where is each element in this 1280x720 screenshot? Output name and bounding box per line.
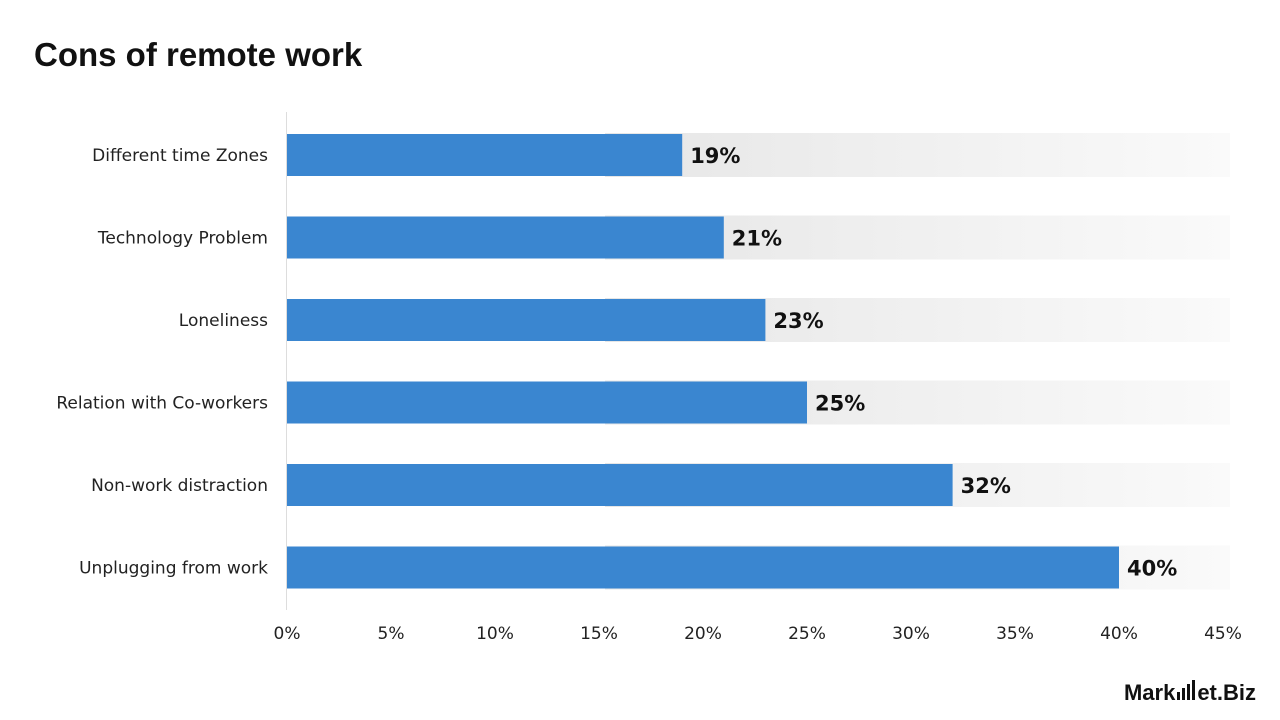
- x-tick-label: 10%: [476, 624, 514, 644]
- x-tick-label: 30%: [892, 624, 930, 644]
- logo-bars-icon: [1177, 680, 1196, 700]
- category-label: Loneliness: [179, 311, 268, 331]
- data-label: 32%: [961, 474, 1011, 498]
- category-label: Unplugging from work: [79, 559, 268, 579]
- x-tick-label: 40%: [1100, 624, 1138, 644]
- category-label: Non-work distraction: [91, 476, 268, 496]
- x-tick-label: 15%: [580, 624, 618, 644]
- bar: [287, 299, 766, 341]
- bar: [287, 464, 953, 506]
- data-label: 25%: [815, 392, 865, 416]
- bar: [287, 216, 724, 259]
- data-label: 40%: [1127, 557, 1177, 581]
- category-label: Technology Problem: [97, 229, 268, 249]
- data-label: 21%: [732, 227, 782, 251]
- category-label: Relation with Co-workers: [56, 394, 268, 414]
- bar: [287, 546, 1119, 589]
- x-tick-label: 20%: [684, 624, 722, 644]
- x-tick-label: 5%: [378, 624, 405, 644]
- bar: [287, 134, 683, 176]
- data-label: 23%: [773, 309, 823, 333]
- bar: [287, 381, 807, 424]
- bar-track: [605, 133, 1230, 177]
- x-tick-label: 25%: [788, 624, 826, 644]
- data-label: 19%: [690, 144, 740, 168]
- x-tick-label: 35%: [996, 624, 1034, 644]
- marketbiz-logo: Mark et .Biz: [1123, 680, 1256, 705]
- category-label: Different time Zones: [92, 146, 268, 166]
- chart-title: Cons of remote work: [34, 36, 363, 73]
- x-tick-label: 0%: [274, 624, 301, 644]
- x-tick-label: 45%: [1204, 624, 1242, 644]
